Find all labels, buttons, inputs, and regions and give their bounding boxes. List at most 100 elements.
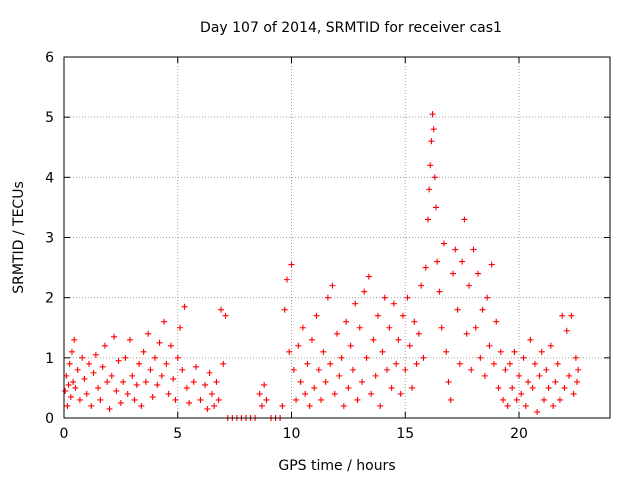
- data-point: [95, 384, 102, 391]
- data-point: [516, 372, 522, 379]
- y-tick-label: 6: [45, 50, 54, 66]
- x-tick-label: 20: [510, 426, 528, 442]
- data-point: [495, 384, 502, 391]
- data-point: [379, 348, 386, 355]
- data-point: [106, 405, 113, 412]
- data-point: [67, 393, 74, 400]
- data-point: [99, 363, 106, 370]
- data-point: [167, 342, 174, 349]
- data-point: [302, 390, 309, 397]
- data-point: [434, 258, 441, 265]
- data-point: [529, 384, 536, 391]
- data-point: [572, 354, 579, 361]
- data-point: [179, 366, 186, 373]
- data-point: [211, 402, 218, 409]
- data-points: [62, 111, 582, 421]
- data-point: [120, 378, 127, 385]
- x-tick-label: 15: [396, 426, 414, 442]
- data-point: [202, 381, 209, 388]
- data-point: [154, 381, 161, 388]
- data-point: [415, 330, 422, 337]
- data-point: [126, 336, 133, 343]
- data-point: [122, 354, 129, 361]
- data-point: [420, 354, 427, 361]
- data-point: [570, 390, 577, 397]
- data-point: [574, 378, 581, 385]
- data-point: [470, 246, 477, 253]
- data-point: [481, 372, 488, 379]
- data-point: [324, 294, 331, 301]
- data-point: [281, 306, 288, 313]
- data-point: [552, 378, 559, 385]
- data-point: [215, 396, 222, 403]
- data-point: [450, 270, 457, 277]
- data-point: [340, 402, 347, 409]
- data-point: [217, 306, 224, 313]
- data-point: [108, 372, 115, 379]
- data-point: [88, 402, 95, 409]
- data-point: [547, 342, 554, 349]
- data-point: [479, 306, 486, 313]
- data-point: [370, 336, 377, 343]
- data-point: [461, 216, 468, 223]
- data-point: [347, 342, 354, 349]
- x-tick-label: 10: [283, 426, 301, 442]
- data-point: [258, 402, 265, 409]
- data-point: [186, 399, 193, 406]
- data-point: [363, 354, 370, 361]
- data-point: [299, 324, 306, 331]
- y-tick-label: 2: [45, 291, 54, 307]
- data-point: [409, 384, 416, 391]
- data-point: [430, 126, 437, 133]
- data-point: [445, 378, 452, 385]
- data-point: [263, 396, 270, 403]
- data-point: [500, 396, 507, 403]
- data-point: [65, 381, 72, 388]
- data-point: [97, 396, 104, 403]
- data-point: [452, 246, 459, 253]
- data-point: [399, 312, 406, 319]
- data-point: [561, 384, 568, 391]
- data-point: [104, 378, 111, 385]
- data-point: [145, 330, 152, 337]
- data-point: [142, 378, 149, 385]
- data-point: [64, 402, 71, 409]
- data-point: [518, 390, 525, 397]
- data-point: [204, 405, 211, 412]
- data-point: [386, 324, 393, 331]
- data-point: [256, 390, 263, 397]
- data-point: [372, 372, 379, 379]
- data-point: [472, 324, 479, 331]
- data-point: [208, 390, 215, 397]
- data-point: [556, 396, 563, 403]
- data-point: [354, 396, 361, 403]
- data-point: [338, 354, 345, 361]
- data-point: [279, 402, 286, 409]
- data-point: [374, 312, 381, 319]
- data-point: [406, 342, 413, 349]
- data-point: [283, 276, 290, 283]
- data-point: [117, 399, 124, 406]
- data-point: [165, 390, 172, 397]
- data-point: [475, 270, 482, 277]
- data-point: [133, 381, 140, 388]
- data-point: [509, 384, 516, 391]
- data-point: [158, 372, 165, 379]
- data-point: [192, 363, 199, 370]
- data-point: [454, 306, 461, 313]
- data-point: [393, 360, 400, 367]
- data-point: [76, 396, 83, 403]
- data-point: [129, 372, 136, 379]
- data-point: [497, 348, 504, 355]
- data-point: [220, 360, 227, 367]
- y-tick-label: 4: [45, 170, 54, 186]
- data-point: [327, 360, 334, 367]
- y-tick-label: 5: [45, 110, 54, 126]
- data-point: [288, 261, 295, 268]
- data-point: [70, 378, 77, 385]
- data-point: [504, 402, 511, 409]
- data-point: [527, 336, 534, 343]
- data-point: [286, 348, 293, 355]
- data-point: [72, 384, 79, 391]
